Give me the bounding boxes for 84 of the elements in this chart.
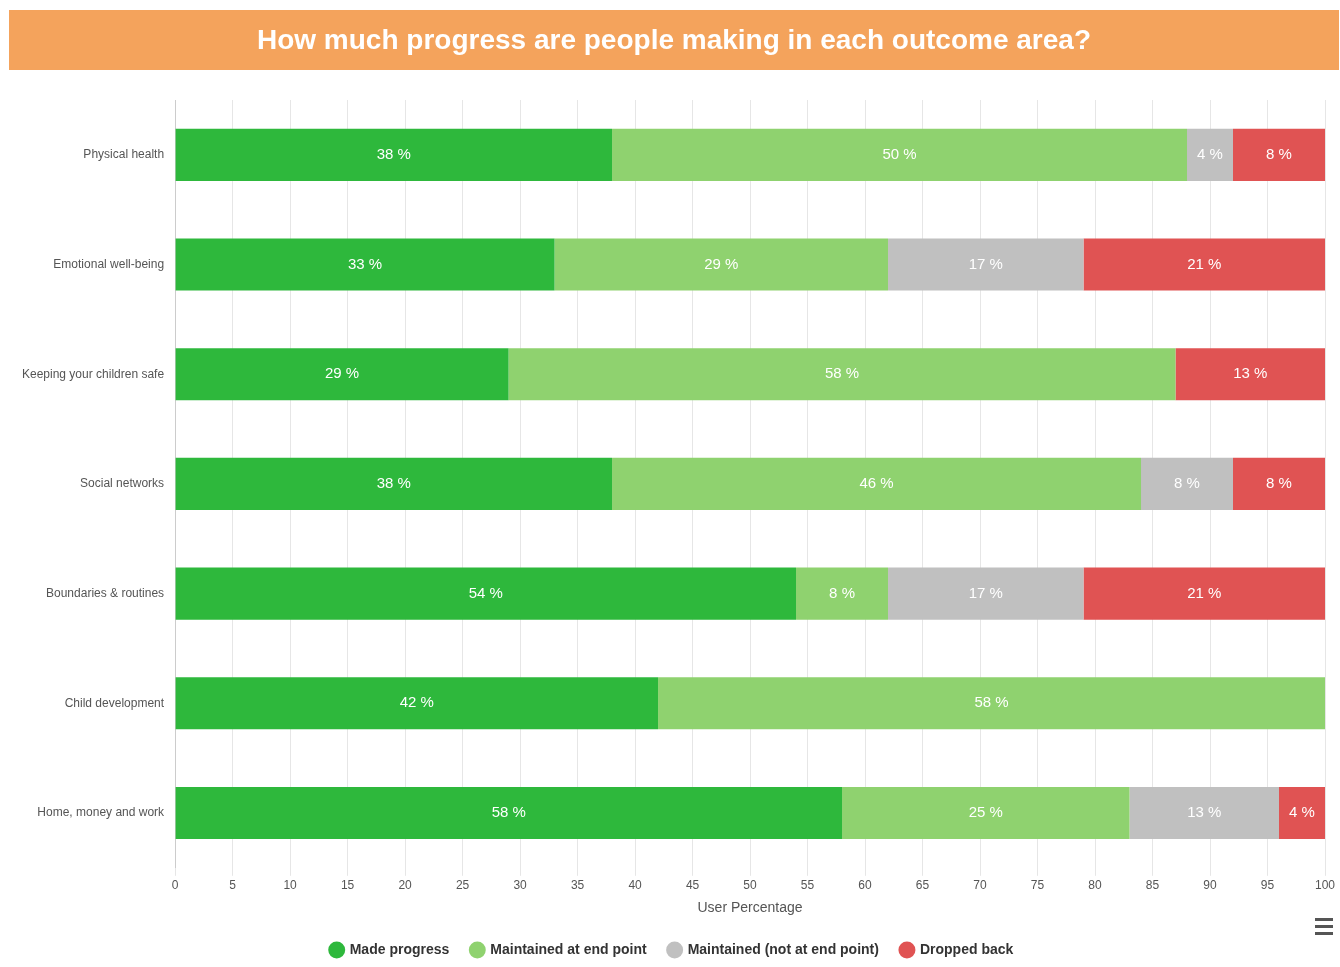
bar xyxy=(1187,128,1234,181)
data-label: 29 % xyxy=(324,364,360,382)
data-label: 54 % xyxy=(468,583,503,601)
x-tick-label: 55 xyxy=(800,878,815,893)
data-label: 4 % xyxy=(1289,803,1315,821)
bar xyxy=(1279,786,1325,840)
data-label: 29 % xyxy=(704,254,739,272)
x-tick-label: 60 xyxy=(858,878,873,893)
x-tick-label: 30 xyxy=(513,878,528,893)
data-label: 8 % xyxy=(1266,144,1292,162)
bar xyxy=(796,567,889,620)
data-label: 8 % xyxy=(1266,474,1292,492)
y-tick-label: Physical health xyxy=(83,147,165,162)
x-tick-label: 40 xyxy=(628,878,643,893)
bar xyxy=(842,786,1130,840)
bar xyxy=(175,677,659,730)
data-label: 42 % xyxy=(399,693,434,711)
bar xyxy=(175,786,843,840)
data-label: 4 % xyxy=(1197,144,1223,162)
chart-title: How much progress are people making in each outcome area? xyxy=(9,10,1339,70)
x-tick-label: 15 xyxy=(340,878,355,893)
x-tick-label: 90 xyxy=(1203,878,1217,893)
legend-label: Maintained (not at end point) xyxy=(687,940,879,957)
data-label: 17 % xyxy=(968,583,1003,601)
bar xyxy=(508,348,1176,401)
bar xyxy=(1175,348,1325,401)
x-tick-label: 65 xyxy=(915,878,930,893)
bar xyxy=(888,238,1084,291)
data-label: 21 % xyxy=(1187,583,1222,601)
y-tick-label: Boundaries & routines xyxy=(46,585,165,600)
bar xyxy=(175,567,797,620)
bar xyxy=(658,677,1325,730)
data-label: 25 % xyxy=(968,803,1003,821)
x-tick-label: 80 xyxy=(1088,878,1103,893)
data-label: 58 % xyxy=(491,803,526,821)
y-tick-label: Social networks xyxy=(80,476,165,491)
x-tick-label: 35 xyxy=(570,878,585,893)
y-tick-label: Emotional well-being xyxy=(53,256,165,271)
x-tick-label: 50 xyxy=(743,878,758,893)
bar xyxy=(175,128,613,181)
y-tick-label: Child development xyxy=(64,695,165,710)
data-label: 8 % xyxy=(829,583,855,601)
x-axis-title: User Percentage xyxy=(697,899,803,916)
legend-label: Dropped back xyxy=(919,940,1014,957)
data-label: 33 % xyxy=(347,254,383,272)
x-tick-label: 70 xyxy=(973,878,988,893)
x-tick-label: 20 xyxy=(398,878,413,893)
data-label: 21 % xyxy=(1187,254,1222,272)
data-label: 46 % xyxy=(859,474,894,492)
bar xyxy=(1141,457,1234,510)
x-tick-label: 75 xyxy=(1030,878,1045,893)
bar xyxy=(175,238,555,291)
x-tick-label: 45 xyxy=(685,878,700,893)
data-label: 58 % xyxy=(824,364,860,382)
bar xyxy=(888,567,1084,620)
data-label: 13 % xyxy=(1187,803,1222,821)
y-tick-label: Keeping your children safe xyxy=(22,366,165,381)
data-label: 8 % xyxy=(1174,474,1200,492)
legend-label: Made progress xyxy=(349,940,450,957)
bar xyxy=(612,128,1188,181)
bar xyxy=(175,457,613,510)
bar xyxy=(1083,238,1325,291)
x-tick-label: 95 xyxy=(1260,878,1275,893)
x-tick-label: 0 xyxy=(171,878,179,893)
x-tick-label: 25 xyxy=(455,878,470,893)
x-tick-label: 100 xyxy=(1314,878,1336,893)
data-label: 17 % xyxy=(968,254,1003,272)
data-label: 38 % xyxy=(376,144,411,162)
y-tick-label: Home, money and work xyxy=(37,805,166,820)
bar xyxy=(1129,786,1279,840)
bar xyxy=(1233,457,1325,510)
x-tick-label: 10 xyxy=(283,878,298,893)
x-tick-label: 5 xyxy=(229,878,237,893)
x-tick-label: 85 xyxy=(1145,878,1160,893)
legend-label: Maintained at end point xyxy=(490,940,647,957)
bar xyxy=(1083,567,1325,620)
data-label: 13 % xyxy=(1233,364,1268,382)
bar xyxy=(1233,128,1325,181)
data-label: 50 % xyxy=(882,144,917,162)
bar xyxy=(612,457,1142,510)
data-label: 58 % xyxy=(974,693,1009,711)
data-label: 38 % xyxy=(376,474,411,492)
bar xyxy=(175,348,509,401)
bar xyxy=(554,238,889,291)
